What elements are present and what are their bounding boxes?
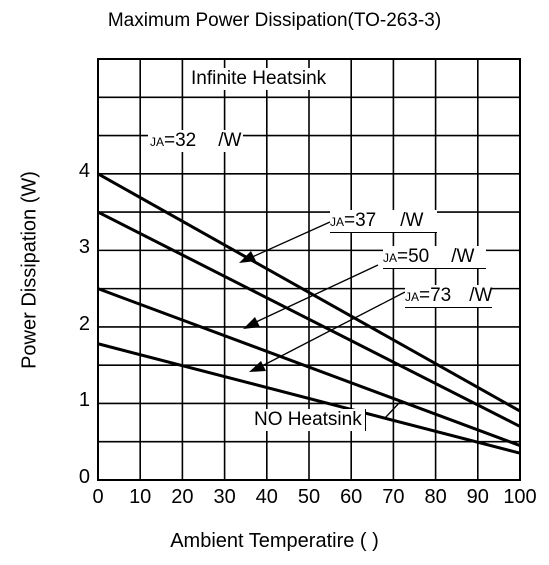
x-tick-label: 20: [171, 486, 194, 508]
ja37-unit: /W: [400, 210, 424, 231]
ja50-label: JA=50/W: [383, 246, 487, 269]
y-tick-label: 1: [78, 389, 90, 412]
y-tick-label: 0: [78, 466, 90, 488]
arrow-ja50-line: [255, 264, 379, 323]
ja73-subscript: JA: [405, 290, 420, 304]
ja32-unit: /W: [218, 130, 242, 151]
x-axis-label: Ambient Temperatire ( ): [170, 530, 379, 552]
series-line-2: [97, 210, 521, 428]
arrow-ja50-head: [243, 317, 260, 329]
arrow-ja37-line: [249, 221, 331, 259]
ja73-value: =73: [419, 285, 452, 306]
y-tick-label: 2: [78, 312, 90, 335]
series-lines: [97, 172, 521, 455]
annotation-arrows: [239, 221, 406, 419]
x-tick-label: 40: [255, 486, 278, 508]
ja73-unit: /W: [469, 285, 493, 306]
x-tick-label: 70: [382, 486, 405, 508]
ja37-value: =37: [344, 210, 377, 231]
series-line-4: [97, 342, 521, 455]
x-tick-label: 10: [129, 486, 152, 508]
x-tick-label: 50: [297, 486, 321, 508]
arrow-ja37-head: [239, 251, 256, 263]
arrow-ja73-line: [261, 291, 406, 367]
arrow-no-heatsink-line: [384, 401, 401, 419]
x-tick-label: 30: [213, 486, 236, 508]
ja37-label: JA=37/W: [330, 210, 438, 233]
ja32-subscript: JA: [150, 135, 165, 149]
chart-title: Maximum Power Dissipation(TO-263-3): [107, 10, 442, 31]
plot-frame: [97, 58, 521, 481]
no-heatsink-label: NO Heatsink: [252, 409, 366, 431]
series-line-3: [97, 287, 521, 447]
y-tick-label: 3: [78, 236, 90, 259]
ja50-subscript: JA: [383, 251, 398, 265]
x-tick-label: 0: [92, 486, 104, 508]
y-tick-label: 4: [78, 159, 90, 182]
series-line-1: [97, 172, 521, 413]
x-tick-label: 80: [424, 486, 447, 508]
ja32-label: JA=32/W: [148, 130, 244, 152]
ja50-unit: /W: [451, 246, 475, 267]
x-tick-label: 100: [503, 486, 537, 508]
y-axis-label: Power Dissipation (W): [18, 171, 41, 369]
infinite-heatsink-label: Infinite Heatsink: [187, 68, 331, 90]
ja73-label: JA=73/W: [405, 285, 493, 308]
x-tick-label: 90: [466, 486, 489, 508]
ja37-subscript: JA: [330, 215, 345, 229]
ja32-value: =32: [164, 130, 197, 151]
x-tick-label: 60: [340, 486, 363, 508]
arrow-ja73-head: [249, 361, 266, 372]
ja50-value: =50: [397, 246, 430, 267]
